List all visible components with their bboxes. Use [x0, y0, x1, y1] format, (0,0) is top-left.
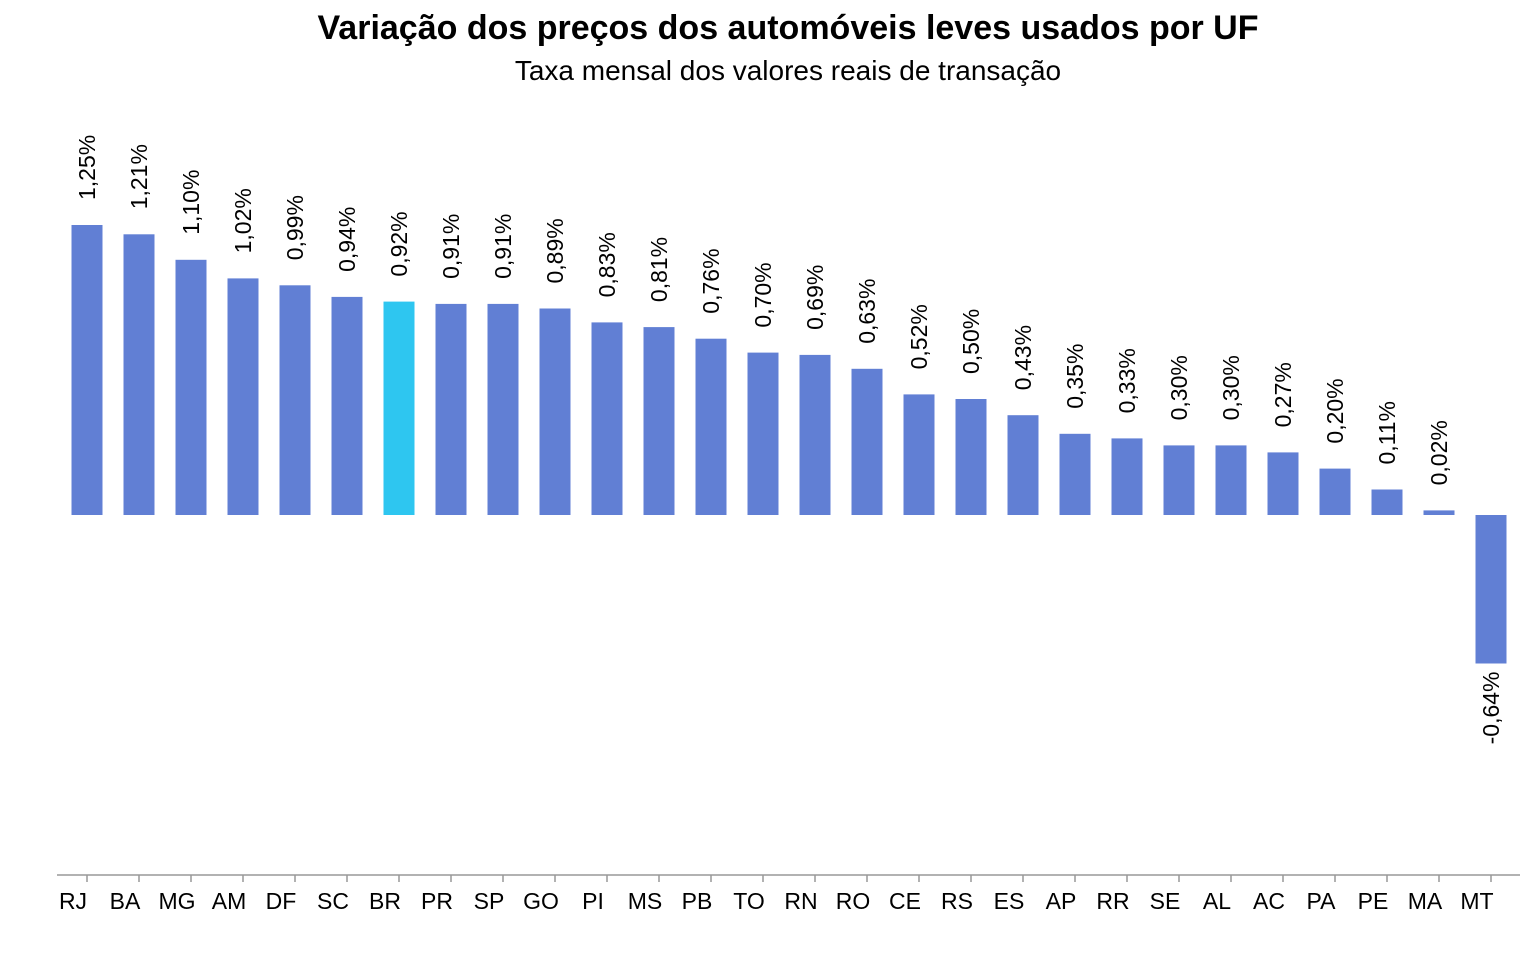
bar-pa: [1319, 468, 1351, 515]
data-label-mt: -0,64%: [1478, 672, 1504, 745]
data-label-ms: 0,81%: [646, 237, 672, 302]
tick-label-ms: MS: [628, 888, 663, 914]
data-label-sc: 0,94%: [334, 207, 360, 272]
data-labels-group: 1,25% 1,21% 1,10% 1,02% 0,99% 0,94% 0,92% 0,91%…: [74, 135, 1504, 745]
data-label-rr: 0,33%: [1114, 348, 1140, 413]
data-label-pa: 0,20%: [1322, 378, 1348, 443]
tick-label-rs: RS: [941, 888, 973, 914]
bar-pr: [435, 303, 467, 515]
bar-es: [1007, 415, 1039, 515]
bar-al: [1215, 445, 1247, 515]
bar-sp: [487, 303, 519, 515]
data-label-ap: 0,35%: [1062, 344, 1088, 409]
tick-label-pe: PE: [1358, 888, 1389, 914]
data-label-ce: 0,52%: [906, 304, 932, 369]
tick-label-mg: MG: [158, 888, 195, 914]
tick-label-ap: AP: [1046, 888, 1077, 914]
tick-label-pr: PR: [421, 888, 453, 914]
tick-label-br: BR: [369, 888, 401, 914]
data-label-es: 0,43%: [1010, 325, 1036, 390]
bar-ap: [1059, 433, 1091, 515]
chart-title: Variação dos preços dos automóveis leves…: [318, 9, 1259, 47]
data-label-am: 1,02%: [230, 188, 256, 253]
tick-label-am: AM: [212, 888, 247, 914]
data-label-mg: 1,10%: [178, 170, 204, 235]
tick-label-ac: AC: [1253, 888, 1285, 914]
data-label-pr: 0,91%: [438, 214, 464, 279]
bar-mt: [1475, 515, 1507, 664]
data-label-pe: 0,11%: [1374, 401, 1400, 465]
tick-label-rj: RJ: [59, 888, 87, 914]
bars-group: [71, 225, 1507, 664]
bar-rs: [955, 399, 987, 515]
data-label-ac: 0,27%: [1270, 362, 1296, 427]
bar-pe: [1371, 489, 1403, 515]
bar-ce: [903, 394, 935, 515]
bar-pb: [695, 338, 727, 515]
data-label-ro: 0,63%: [854, 279, 880, 344]
bar-rr: [1111, 438, 1143, 515]
bar-pi: [591, 322, 623, 515]
tick-label-al: AL: [1203, 888, 1231, 914]
data-label-al: 0,30%: [1218, 355, 1244, 420]
data-label-to: 0,70%: [750, 262, 776, 327]
tick-label-ma: MA: [1408, 888, 1443, 914]
bar-ma: [1423, 510, 1455, 515]
tick-label-pb: PB: [682, 888, 713, 914]
tick-label-rn: RN: [784, 888, 817, 914]
x-axis: RJ BA MG AM DF SC BR PR SP GO PI MS PB TO RN RO CE RS ES AP…: [57, 874, 1520, 914]
data-label-go: 0,89%: [542, 218, 568, 283]
bar-ac: [1267, 452, 1299, 515]
data-label-pb: 0,76%: [698, 248, 724, 313]
tick-label-to: TO: [733, 888, 765, 914]
data-label-br: 0,92%: [386, 211, 412, 276]
tick-label-pa: PA: [1307, 888, 1337, 914]
data-label-sp: 0,91%: [490, 214, 516, 279]
tick-label-ro: RO: [836, 888, 871, 914]
tick-label-rr: RR: [1096, 888, 1129, 914]
bar-rj: [71, 225, 103, 515]
tick-label-go: GO: [523, 888, 559, 914]
tick-label-ce: CE: [889, 888, 921, 914]
bar-se: [1163, 445, 1195, 515]
data-label-ma: 0,02%: [1426, 420, 1452, 485]
tick-label-mt: MT: [1460, 888, 1493, 914]
bar-ba: [123, 234, 155, 516]
tick-label-ba: BA: [110, 888, 141, 914]
tick-label-es: ES: [994, 888, 1025, 914]
tick-label-sc: SC: [317, 888, 349, 914]
tick-label-df: DF: [266, 888, 297, 914]
data-label-rs: 0,50%: [958, 309, 984, 374]
bar-mg: [175, 259, 207, 515]
bar-br: [383, 301, 415, 515]
bar-rn: [799, 354, 831, 515]
tick-label-se: SE: [1150, 888, 1181, 914]
data-label-df: 0,99%: [282, 195, 308, 260]
tick-label-pi: PI: [582, 888, 604, 914]
bar-ro: [851, 368, 883, 515]
chart-subtitle: Taxa mensal dos valores reais de transaç…: [515, 55, 1061, 86]
tick-label-sp: SP: [474, 888, 505, 914]
bar-df: [279, 285, 311, 515]
bar-go: [539, 308, 571, 515]
bar-am: [227, 278, 259, 515]
data-label-rn: 0,69%: [802, 265, 828, 330]
data-label-rj: 1,25%: [74, 135, 100, 200]
bar-ms: [643, 327, 675, 515]
bar-to: [747, 352, 779, 515]
data-label-pi: 0,83%: [594, 232, 620, 297]
data-label-se: 0,30%: [1166, 355, 1192, 420]
bar-sc: [331, 296, 363, 515]
data-label-ba: 1,21%: [126, 144, 152, 209]
